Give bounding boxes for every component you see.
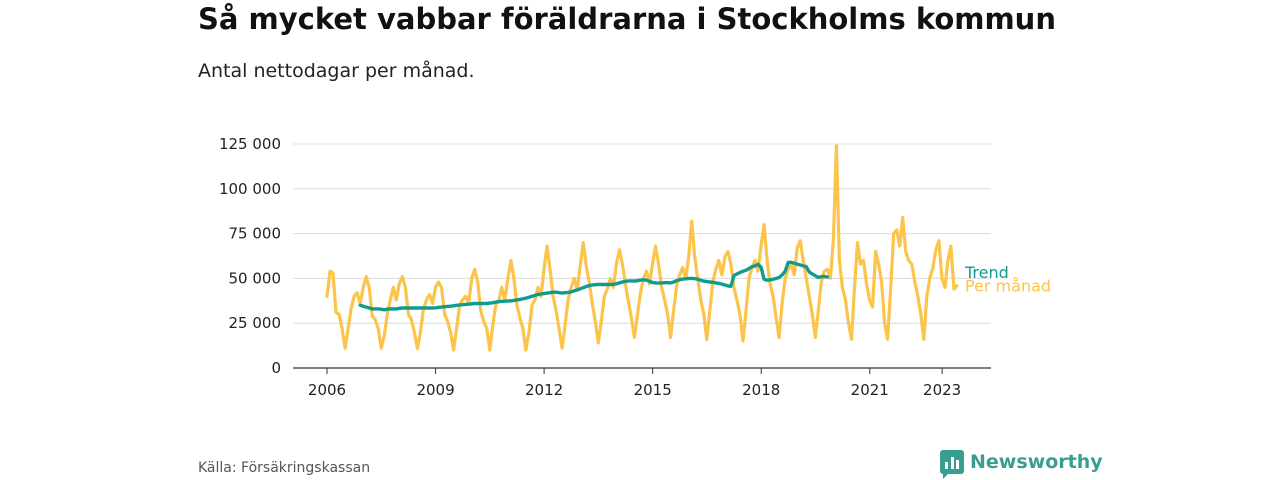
brand-name: Newsworthy bbox=[970, 451, 1103, 473]
x-tick-label: 2012 bbox=[525, 381, 563, 399]
y-tick-label: 75 000 bbox=[229, 225, 282, 243]
x-tick-label: 2006 bbox=[308, 381, 346, 399]
x-axis: 2006 2009 2012 2015 2018 2021 2023 bbox=[293, 367, 991, 399]
y-axis: 0 25 000 50 000 75 000 100 000 125 000 bbox=[219, 135, 281, 377]
x-tick-label: 2009 bbox=[416, 381, 454, 399]
source-note: Källa: Försäkringskassan bbox=[198, 460, 371, 476]
chart-title: Så mycket vabbar föräldrarna i Stockholm… bbox=[198, 2, 1056, 36]
bar-chart-icon bbox=[940, 450, 964, 479]
y-tick-label: 0 bbox=[271, 359, 281, 377]
x-tick-label: 2023 bbox=[923, 381, 961, 399]
y-tick-label: 25 000 bbox=[229, 314, 282, 332]
chart-subtitle: Antal nettodagar per månad. bbox=[198, 60, 475, 82]
brand-logo: Newsworthy bbox=[940, 450, 1103, 479]
series-lines bbox=[325, 144, 959, 352]
y-tick-label: 50 000 bbox=[229, 269, 282, 287]
monthly-label: Per månad bbox=[965, 277, 1051, 296]
y-tick-label: 100 000 bbox=[219, 180, 281, 198]
trend-label: Trend bbox=[964, 263, 1009, 282]
x-tick-label: 2021 bbox=[851, 381, 889, 399]
x-tick-label: 2018 bbox=[742, 381, 780, 399]
trend-line bbox=[358, 260, 830, 312]
y-tick-label: 125 000 bbox=[219, 135, 281, 153]
x-tick-label: 2015 bbox=[634, 381, 672, 399]
monthly-line bbox=[325, 144, 959, 352]
